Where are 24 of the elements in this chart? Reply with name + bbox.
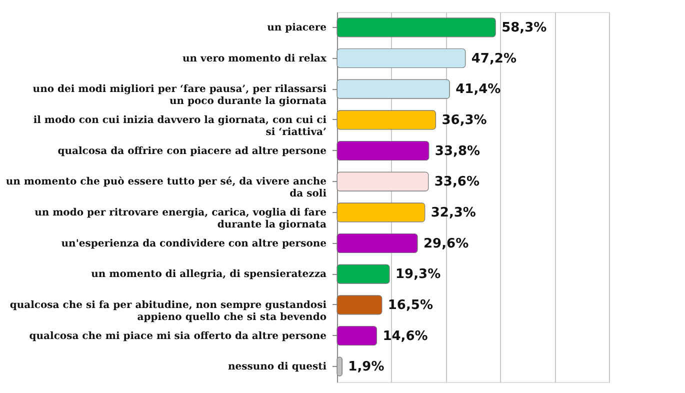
- y-tick-label: un vero momento di relax: [182, 53, 328, 64]
- data-label: 14,6%: [382, 328, 428, 344]
- data-label: 32,3%: [430, 205, 476, 220]
- data-label: 1,9%: [348, 360, 384, 375]
- data-label: 33,8%: [434, 144, 480, 159]
- data-label: 47,2%: [471, 51, 516, 66]
- y-tick-label: un momento che può essere tutto per sé, da vivere anche da soli: [6, 176, 327, 200]
- data-label: 33,6%: [434, 174, 480, 190]
- data-label: 41,4%: [456, 82, 501, 98]
- y-tick-label: un modo per ritrovare energia, carica, voglia di fare durante la giornata: [34, 207, 328, 230]
- y-tick-label: qualcosa da offrire con piacere ad altre persone: [58, 146, 326, 157]
- y-tick-label: nessuno di questi: [228, 362, 327, 373]
- data-label: 16,5%: [388, 298, 433, 313]
- y-tick-label: uno dei modi migliori per ‘fare pausa’, per rilassarsi un poco durante la giornata: [32, 84, 328, 108]
- y-tick-label: qualcosa che si fa per abitudine, non sempre gustandosi appieno quello che si sta bevendo: [10, 300, 327, 323]
- data-label: 58,3%: [502, 20, 547, 36]
- data-label: 29,6%: [424, 236, 469, 252]
- y-tick-label: un'esperienza da condividere con altre persone: [61, 238, 326, 250]
- data-label: 36,3%: [442, 112, 487, 128]
- data-label: 19,3%: [395, 267, 441, 282]
- y-tick-label: qualcosa che mi piace mi sia offerto da altre persone: [29, 330, 326, 342]
- y-tick-label: un piacere: [267, 22, 326, 34]
- y-tick-label: il modo con cui inizia davvero la giornata, con cui ci si ‘riattiva’: [33, 114, 327, 138]
- y-tick-label: un momento di allegria, di spensieratezza: [91, 269, 328, 280]
